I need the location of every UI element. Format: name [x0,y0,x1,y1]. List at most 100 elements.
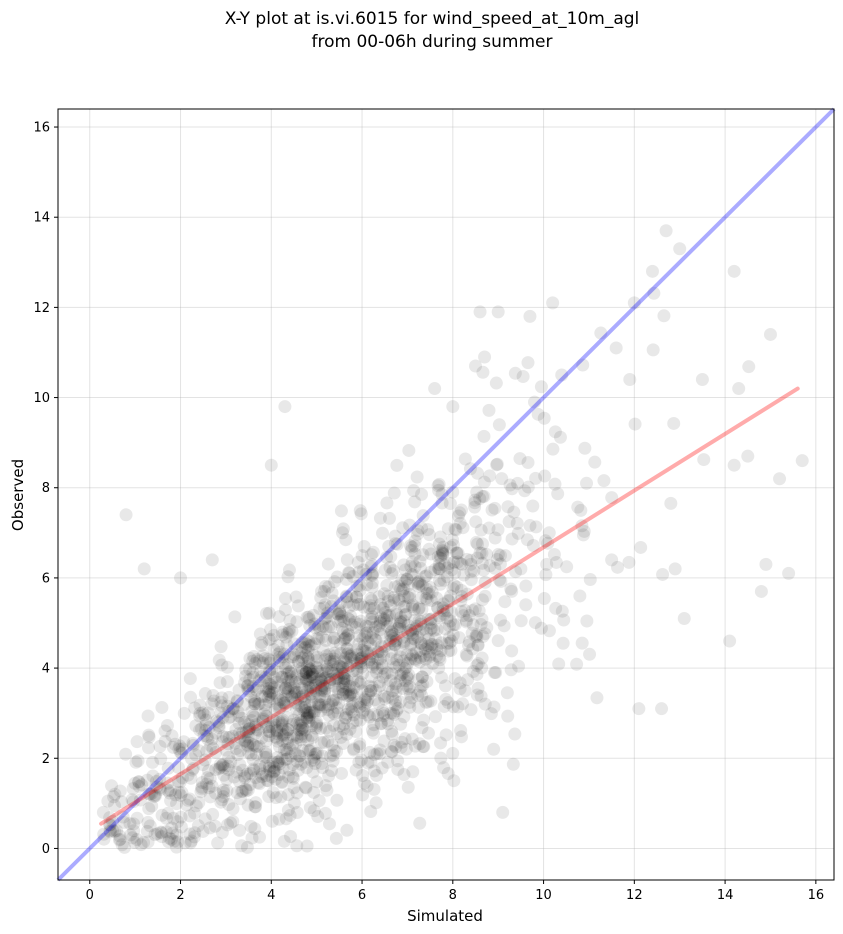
data-point [462,609,476,623]
data-point [468,602,482,616]
data-point [404,624,418,638]
data-point [342,600,356,614]
data-point [310,660,324,674]
y-tick-label: 2 [42,752,50,767]
data-point [105,779,119,793]
data-point [288,696,302,710]
data-point [549,555,563,569]
data-point [269,714,283,728]
data-point [474,689,488,703]
data-point [491,523,505,537]
data-point [161,783,175,797]
data-point [314,674,328,688]
data-point [258,674,272,688]
data-point [570,657,584,671]
data-point [290,730,304,744]
data-point [284,650,298,664]
data-point [430,642,444,656]
data-point [475,546,489,560]
data-point [373,616,387,630]
data-point [346,569,360,583]
data-point [431,550,445,564]
data-point [324,764,338,778]
data-point [305,719,319,733]
data-point [454,594,468,608]
data-point [391,621,405,635]
data-point [396,630,410,644]
data-point [233,744,247,758]
data-point [303,801,317,815]
data-point [304,728,318,742]
data-point [361,693,375,707]
data-point [271,647,285,661]
data-point [389,633,403,647]
data-point [386,632,400,646]
data-point [432,661,446,675]
data-point [287,796,301,810]
data-point [317,584,331,598]
data-point [490,553,504,567]
data-point [623,373,637,387]
data-point [260,720,274,734]
data-point [320,662,334,676]
data-point [473,492,487,506]
data-point [223,710,237,724]
data-point [331,607,345,621]
data-point [262,677,276,691]
data-point [286,770,300,784]
data-point [431,479,445,493]
data-point [296,664,310,678]
data-point [415,487,429,501]
data-point [408,633,422,647]
data-point [247,697,261,711]
data-point [203,772,217,786]
data-point [233,823,247,837]
data-point [439,728,453,742]
data-point [331,615,345,629]
data-point [311,632,325,646]
data-point [241,798,255,812]
data-point [318,692,332,706]
data-point [319,649,333,663]
data-point [466,642,480,656]
data-point [343,722,357,736]
data-point [384,549,398,563]
data-point [493,557,507,571]
data-point [371,645,385,659]
data-point [283,808,297,822]
data-point [367,764,381,778]
data-point [366,566,380,580]
data-point [459,648,473,662]
data-point [510,516,524,530]
data-point [369,684,383,698]
data-point [284,666,298,680]
data-point [340,629,354,643]
data-point [401,780,415,794]
data-point [383,637,397,651]
data-point [657,309,671,323]
data-point [107,790,121,804]
data-point [239,669,253,683]
data-point [266,786,280,800]
data-point [416,622,430,636]
data-point [275,625,289,639]
data-point [419,652,433,666]
data-point [339,533,353,547]
data-point [304,662,318,676]
data-point [353,652,367,666]
data-point [356,768,370,782]
data-point [200,777,214,791]
data-point [252,830,266,844]
data-point [305,668,319,682]
data-point [332,659,346,673]
data-point [413,684,427,698]
data-point [465,603,479,617]
data-point [451,700,465,714]
data-point [385,629,399,643]
data-point [206,742,220,756]
data-point [336,522,350,536]
data-point [367,657,381,671]
data-point [193,723,207,737]
data-point [367,601,381,615]
data-point [361,756,375,770]
